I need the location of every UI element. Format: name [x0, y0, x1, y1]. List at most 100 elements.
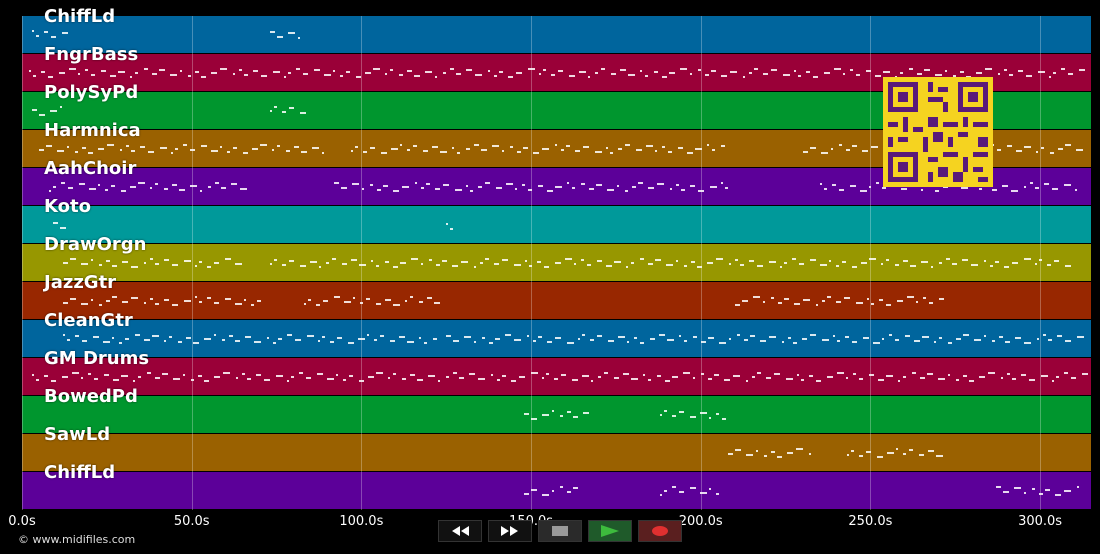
midi-note: [460, 261, 468, 263]
midi-note: [413, 145, 418, 147]
midi-note: [442, 72, 446, 74]
midi-note: [760, 340, 767, 342]
midi-note: [672, 486, 676, 488]
midi-note: [886, 375, 894, 377]
midi-note: [240, 188, 248, 190]
midi-note: [164, 188, 169, 190]
midi-note: [1049, 152, 1054, 154]
midi-note: [564, 258, 572, 260]
midi-note: [838, 189, 844, 191]
stop-button[interactable]: [538, 520, 582, 542]
midi-note: [236, 377, 239, 379]
midi-note: [111, 185, 116, 187]
midi-note: [684, 340, 688, 342]
note-lane: [22, 244, 1091, 281]
midi-note: [746, 380, 749, 382]
midi-note: [861, 150, 868, 152]
midi-note: [213, 262, 219, 264]
midi-note: [555, 337, 562, 339]
midi-note: [321, 152, 324, 154]
midi-note: [851, 145, 857, 147]
midi-note: [189, 149, 195, 151]
track-row: [22, 206, 1091, 243]
midi-note: [214, 376, 221, 378]
midi-note: [810, 334, 817, 336]
midi-note: [538, 185, 544, 187]
midi-note: [849, 185, 856, 187]
midi-note: [47, 76, 53, 78]
midi-note: [554, 262, 561, 264]
midi-note: [552, 490, 555, 492]
midi-note: [791, 258, 796, 260]
midi-note: [748, 260, 754, 262]
midi-note: [655, 150, 658, 152]
midi-note: [853, 373, 857, 375]
midi-note: [77, 73, 80, 75]
midi-note: [203, 338, 211, 340]
midi-note: [845, 336, 850, 338]
midi-note: [389, 340, 395, 342]
midi-note: [311, 147, 319, 149]
midi-note: [519, 376, 526, 378]
midi-note: [273, 106, 277, 108]
midi-note: [277, 338, 282, 340]
midi-note: [660, 494, 662, 496]
track-row: [22, 320, 1091, 357]
midi-note: [1053, 260, 1059, 262]
midi-note: [793, 342, 798, 344]
track-row: [22, 244, 1091, 281]
midi-note: [321, 336, 325, 338]
midi-note: [470, 190, 474, 192]
midi-note: [543, 266, 549, 268]
midi-note: [299, 112, 306, 114]
midi-note: [421, 187, 425, 189]
midi-note: [1015, 337, 1022, 339]
midi-note: [62, 334, 65, 336]
midi-note: [62, 262, 68, 264]
midi-note: [582, 334, 586, 336]
midi-note: [693, 336, 698, 338]
play-button[interactable]: [588, 520, 632, 542]
midi-note: [676, 184, 680, 186]
midi-note: [631, 378, 639, 380]
fast-forward-button[interactable]: [488, 520, 532, 542]
midi-note: [481, 149, 488, 151]
midi-note: [880, 263, 883, 265]
midi-note: [952, 75, 956, 77]
midi-note: [269, 263, 272, 265]
midi-note: [121, 301, 128, 303]
note-lane: [22, 92, 1091, 129]
midi-note: [899, 72, 903, 74]
midi-note: [428, 259, 432, 261]
midi-note: [623, 373, 630, 375]
midi-note: [721, 145, 726, 147]
midi-note: [561, 149, 565, 151]
midi-note: [406, 341, 414, 343]
midi-note: [418, 337, 421, 339]
midi-note: [1011, 262, 1018, 264]
midi-note: [260, 75, 267, 77]
midi-note: [1071, 377, 1077, 379]
record-button[interactable]: [638, 520, 682, 542]
midi-note: [678, 147, 684, 149]
midi-note: [969, 380, 975, 382]
midi-note: [708, 337, 715, 339]
midi-note: [364, 72, 371, 74]
midi-note: [566, 145, 571, 147]
midi-note: [918, 454, 924, 456]
midi-note: [757, 372, 762, 374]
midi-note: [550, 74, 555, 76]
midi-note: [734, 259, 738, 261]
midi-note: [675, 260, 678, 262]
rewind-button[interactable]: [438, 520, 482, 542]
midi-note: [793, 70, 796, 72]
midi-note: [630, 262, 634, 264]
midi-note: [52, 222, 58, 224]
midi-note: [370, 184, 374, 186]
midi-note: [446, 335, 452, 337]
midi-note: [169, 74, 177, 76]
midi-note: [827, 376, 834, 378]
midi-note: [281, 264, 286, 266]
midi-note: [802, 299, 810, 301]
midi-note: [173, 378, 181, 380]
